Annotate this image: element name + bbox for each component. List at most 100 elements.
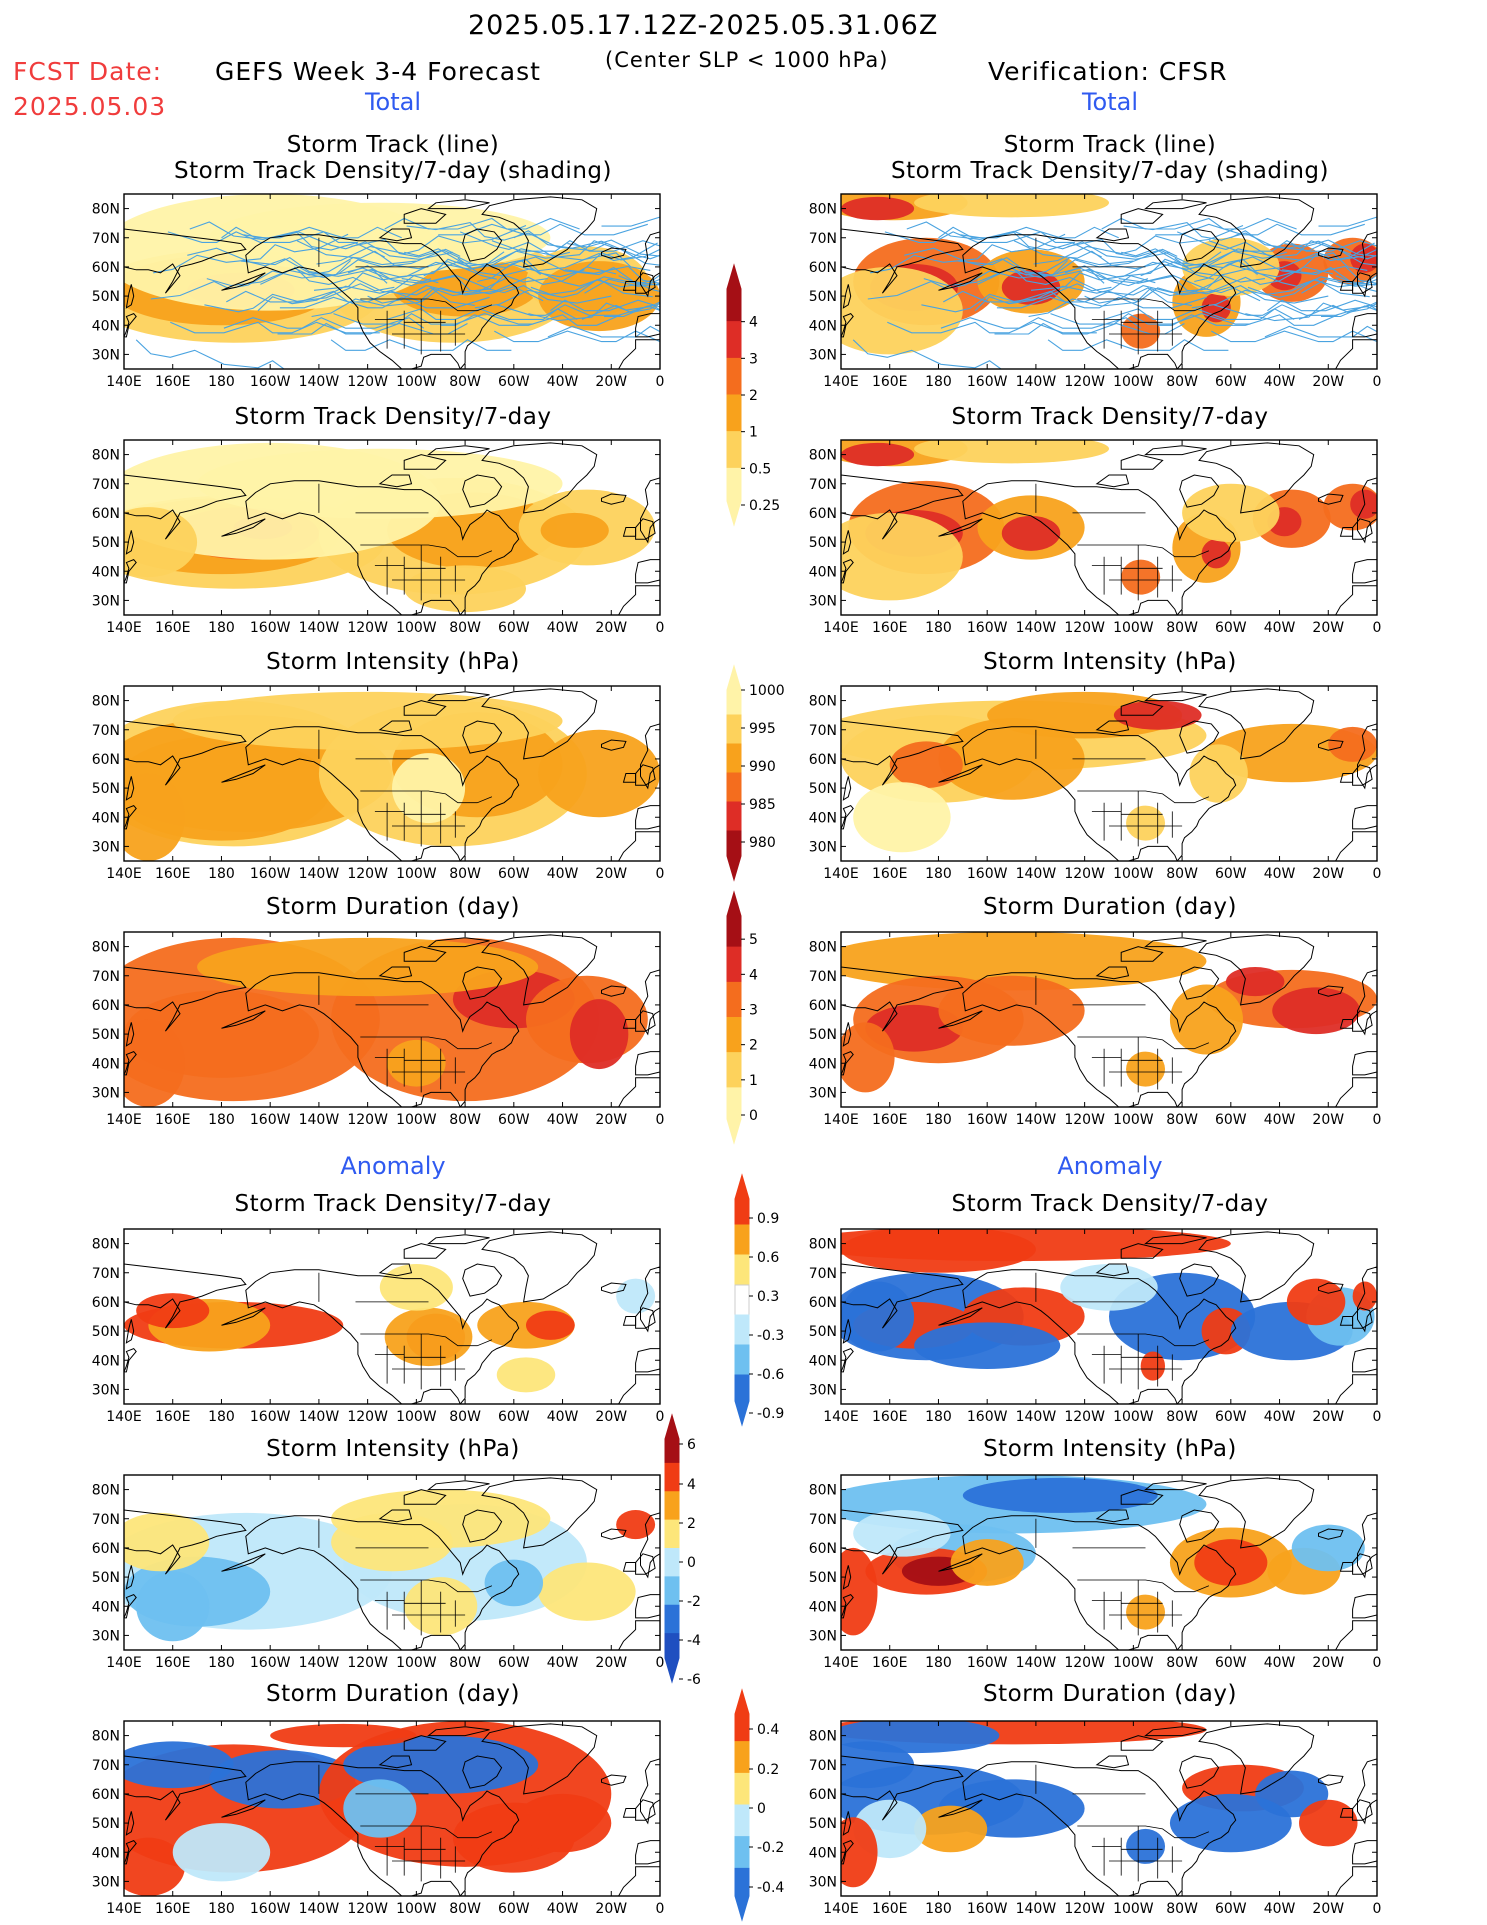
panel-frame [840, 1474, 1378, 1651]
lon-tick-label: 160E [155, 1655, 191, 1671]
storm-track-line [313, 251, 505, 291]
lat-tick-label: 50N [809, 535, 837, 551]
shading-cell [841, 196, 915, 221]
shading-cell [1140, 1351, 1166, 1381]
colorbar-label: 995 [749, 721, 776, 737]
lat-tick-label: 50N [92, 1570, 120, 1586]
lon-tick-label: 40W [547, 1655, 579, 1671]
shading-cell [124, 1837, 185, 1896]
coastline [1144, 445, 1207, 456]
lon-tick-label: 160E [155, 866, 191, 882]
shading-cell [1189, 744, 1248, 803]
coastline [635, 1051, 660, 1076]
colorbar-swatch [726, 946, 742, 983]
coastline [1198, 934, 1315, 1006]
coastline [481, 442, 598, 514]
map-panel [124, 440, 660, 615]
coastline [1318, 1774, 1344, 1786]
map-panel [124, 1721, 660, 1896]
colorbar-label: -0.6 [757, 1367, 784, 1383]
lon-tick-label: 140W [1016, 1901, 1057, 1917]
lat-tick-label: 70N [92, 477, 120, 493]
coastline [378, 1263, 413, 1277]
shading-cell [1291, 1524, 1365, 1572]
shading-cell [124, 194, 441, 311]
coastline [1198, 1477, 1315, 1549]
title-intensity-l: Storm Intensity (hPa) [266, 649, 520, 675]
coastline [1120, 700, 1164, 716]
coastline [1335, 1374, 1377, 1404]
coastline [378, 1509, 413, 1523]
panel-frame [123, 685, 661, 862]
storm-track-line [943, 290, 1139, 303]
coastline [622, 1562, 637, 1572]
storm-track-line [477, 242, 658, 283]
lon-tick-label: 160W [967, 866, 1008, 882]
coastline [1318, 247, 1344, 259]
coastline [601, 739, 627, 751]
colorbar-label: 6 [687, 1437, 696, 1453]
shading-cell [914, 440, 1109, 464]
coastline [124, 1263, 247, 1329]
colorbar-swatch [726, 830, 742, 882]
lon-tick-label: 120W [347, 374, 388, 390]
coastline [124, 313, 137, 338]
colorbar-label: 4 [687, 1477, 696, 1493]
storm-track-line [223, 317, 425, 329]
colorbar-label: -0.3 [757, 1328, 784, 1344]
political-border [360, 790, 493, 804]
lat-tick-label: 30N [92, 1628, 120, 1644]
lon-tick-label: 80W [1166, 620, 1198, 636]
lon-tick-label: 140E [823, 374, 859, 390]
coastline [124, 559, 137, 584]
coastline [462, 1509, 503, 1543]
lat-tick-label: 30N [809, 593, 837, 609]
lon-tick-label: 20W [595, 1901, 627, 1917]
coastline [245, 234, 520, 369]
colorbar-label: -0.2 [757, 1840, 784, 1856]
storm-track-line [567, 239, 660, 257]
coastline [427, 1480, 490, 1491]
shading-cell [1182, 483, 1280, 543]
title-density-l: Storm Track Density/7-day [234, 404, 552, 430]
colorbar-density-anom: 0.9 0.6 0.3 -0.3 -0.6 -0.9 [734, 1173, 784, 1427]
storm-track-line [491, 240, 660, 252]
colorbar-swatch [726, 743, 742, 774]
colorbar-swatch [664, 1604, 680, 1635]
storm-track-line [406, 222, 607, 252]
colorbar-swatch [726, 772, 742, 803]
coastline [601, 493, 627, 505]
map-panel [124, 686, 660, 861]
section-anomaly-left: Anomaly [340, 1152, 446, 1180]
lon-tick-label: 80W [1166, 1409, 1198, 1425]
coastline [245, 1761, 520, 1896]
coastline [622, 527, 637, 537]
lon-tick-label: 60W [1215, 866, 1247, 882]
shading-cell [1060, 1264, 1158, 1311]
lon-tick-label: 40W [547, 1409, 579, 1425]
coastline [938, 272, 983, 291]
storm-track-line [1211, 330, 1377, 343]
lon-tick-label: 80W [449, 1112, 481, 1128]
lon-tick-label: 0 [656, 1112, 665, 1128]
lon-tick-label: 160W [250, 374, 291, 390]
storm-track-line [906, 221, 1102, 258]
panel-frame [123, 193, 661, 370]
lat-tick-label: 30N [92, 593, 120, 609]
lat-tick-label: 80N [92, 1483, 120, 1499]
lat-tick-label: 40N [92, 1353, 120, 1369]
lat-tick-label: 70N [809, 1266, 837, 1282]
lon-tick-label: 140E [106, 1901, 142, 1917]
coastline [481, 1231, 598, 1303]
lon-tick-label: 20W [595, 866, 627, 882]
lon-tick-label: 140E [106, 1655, 142, 1671]
lon-tick-label: 140E [823, 1409, 859, 1425]
lon-tick-label: 40W [1264, 374, 1296, 390]
shading-cell [124, 442, 441, 560]
lon-tick-label: 140W [1016, 1655, 1057, 1671]
coastline [841, 1051, 854, 1076]
shading-cell [526, 1310, 575, 1340]
lat-tick-label: 80N [92, 448, 120, 464]
coastline [635, 1348, 660, 1373]
colorbar-swatch [734, 1224, 750, 1256]
